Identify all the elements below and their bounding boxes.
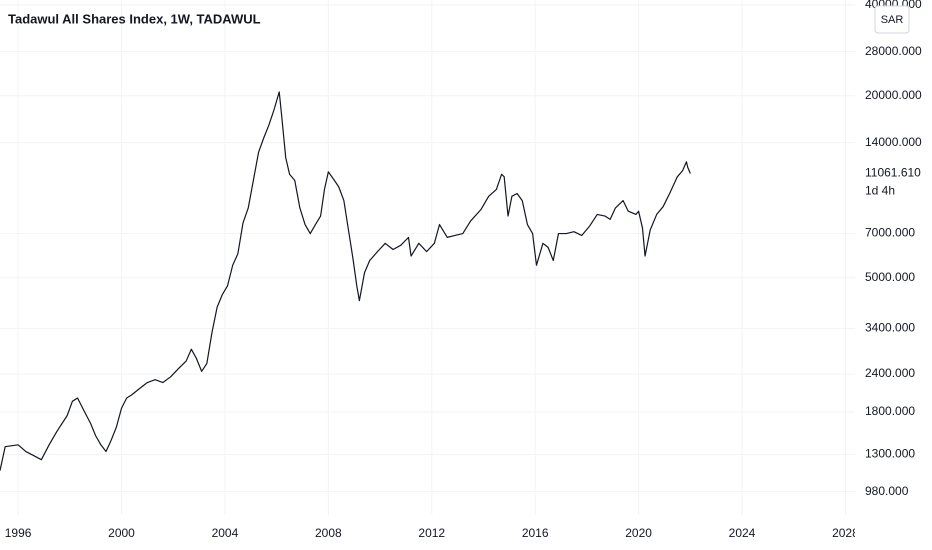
- time-axis: 1996 2000 2004 2008 2012 2016 2020 2024 2028: [5, 526, 859, 540]
- x-tick-label: 2016: [522, 526, 549, 540]
- y-tick-label: 1800.000: [865, 404, 915, 418]
- plot: [0, 91, 691, 471]
- countdown-label: 1d 4h: [865, 184, 895, 198]
- x-tick-label: 2028: [832, 526, 859, 540]
- y-tick-label: 980.000: [865, 484, 909, 498]
- x-tick-label: 2000: [108, 526, 135, 540]
- chart-title: Tadawul All Shares Index, 1W, TADAWUL: [8, 11, 261, 26]
- x-tick-label: 2004: [212, 526, 239, 540]
- y-tick-label: 14000.000: [865, 135, 922, 149]
- x-tick-label: 1996: [5, 526, 32, 540]
- price-line: [0, 91, 691, 471]
- grid: [0, 0, 855, 515]
- price-axis: 980.000 1300.000 1800.000 2400.000 3400.000 5…: [865, 0, 922, 498]
- y-tick-label: 28000.000: [865, 44, 922, 58]
- y-tick-label: 1300.000: [865, 447, 915, 461]
- y-tick-label: 20000.000: [865, 88, 922, 102]
- x-tick-label: 2012: [418, 526, 445, 540]
- x-tick-label: 2024: [729, 526, 756, 540]
- y-tick-label: 7000.000: [865, 226, 915, 240]
- x-tick-label: 2020: [625, 526, 652, 540]
- y-tick-label: 2400.000: [865, 366, 915, 380]
- currency-label[interactable]: SAR: [881, 14, 904, 26]
- x-tick-label: 2008: [315, 526, 342, 540]
- currency-box[interactable]: [874, 5, 910, 34]
- last-price-label: 11061.610: [865, 166, 921, 180]
- y-tick-label: 5000.000: [865, 270, 915, 284]
- y-tick-label: 3400.000: [865, 321, 915, 335]
